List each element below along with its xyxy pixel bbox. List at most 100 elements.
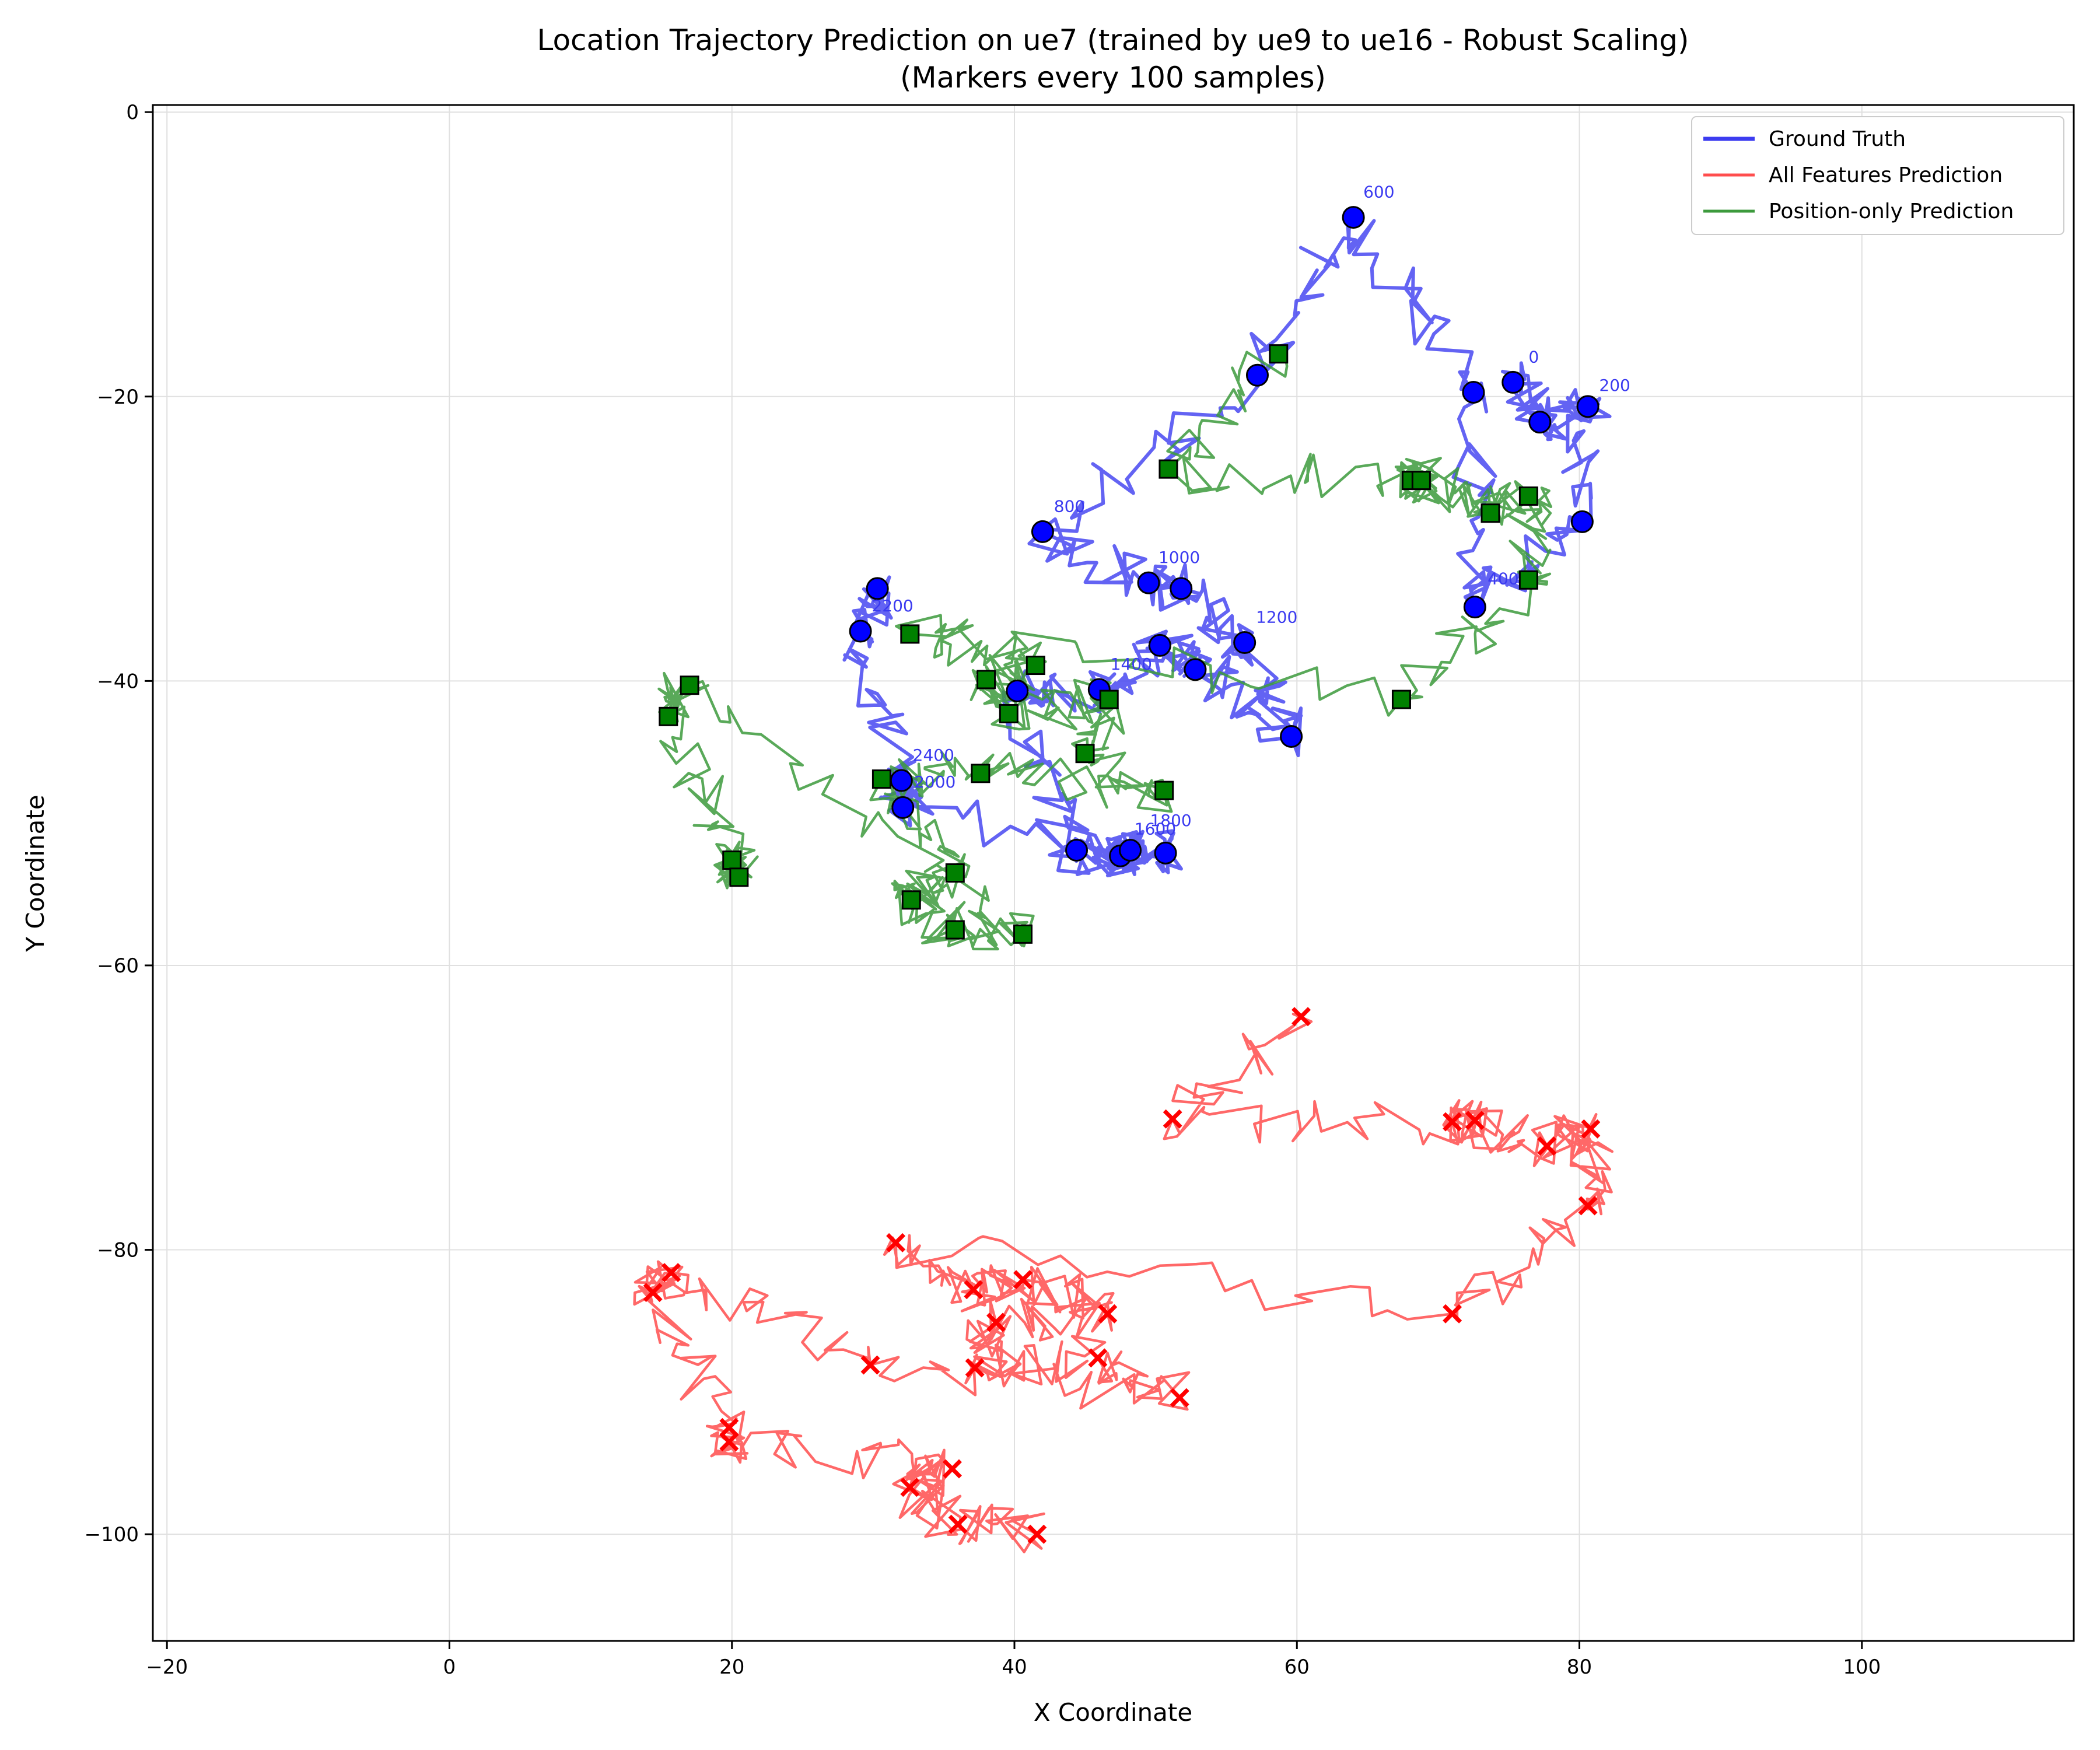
ground-truth-marker bbox=[1184, 658, 1207, 681]
y-tick-label: −100 bbox=[85, 1523, 139, 1546]
x-tick-label: 20 bbox=[719, 1656, 744, 1679]
ground-truth-marker bbox=[1154, 841, 1177, 864]
y-tick-label: −60 bbox=[97, 954, 139, 978]
legend-label-position_only: Position-only Prediction bbox=[1769, 200, 2014, 223]
all-features-marker bbox=[986, 1312, 1006, 1332]
ground-truth-marker bbox=[891, 796, 915, 819]
ground-truth-marker bbox=[1528, 411, 1552, 434]
all-features-marker bbox=[1581, 1119, 1601, 1139]
position-only-marker bbox=[900, 624, 920, 644]
ground-truth-marker bbox=[1280, 724, 1303, 748]
y-axis-label: Y Coordinate bbox=[21, 794, 50, 952]
ground-truth-index-label: 800 bbox=[1054, 496, 1085, 516]
ground-truth-marker bbox=[1119, 838, 1142, 862]
legend: Ground Truth All Features Prediction Posit… bbox=[1691, 116, 2064, 235]
marker-layer bbox=[643, 206, 1601, 1544]
all-features-marker bbox=[900, 1478, 920, 1497]
position-only-marker bbox=[977, 670, 996, 690]
legend-box bbox=[1691, 116, 2064, 235]
all-features-marker bbox=[1578, 1196, 1598, 1216]
x-tick-label: 100 bbox=[1843, 1656, 1881, 1679]
all-features-marker bbox=[662, 1263, 681, 1283]
position-only-marker bbox=[945, 920, 965, 940]
x-tick-label: 60 bbox=[1284, 1656, 1310, 1679]
all-features-marker bbox=[964, 1280, 984, 1300]
ground-truth-index-label: 1600 bbox=[1135, 820, 1176, 839]
all-features-marker bbox=[719, 1418, 739, 1437]
all-features-marker bbox=[860, 1355, 880, 1375]
all-features-marker bbox=[1163, 1109, 1182, 1129]
position-only-marker bbox=[722, 850, 742, 870]
all-features-marker bbox=[1537, 1136, 1557, 1156]
ground-truth-index-label: 1800 bbox=[1150, 811, 1191, 830]
all-features-marker bbox=[1170, 1388, 1189, 1408]
position-only-marker bbox=[1518, 570, 1538, 590]
ground-truth-marker bbox=[1137, 571, 1160, 594]
ground-truth-marker bbox=[1502, 370, 1525, 394]
position-only-marker bbox=[1518, 486, 1538, 506]
ground-truth-marker bbox=[1576, 395, 1600, 418]
all-features-marker bbox=[1465, 1111, 1485, 1130]
ground-truth-marker bbox=[866, 577, 889, 600]
ground-truth-marker bbox=[1148, 634, 1171, 657]
all-features-marker bbox=[942, 1459, 962, 1479]
position-only-marker bbox=[1026, 656, 1045, 676]
ground-truth-marker bbox=[849, 620, 872, 643]
ground-truth-index-label: 200 bbox=[1599, 376, 1630, 395]
all-features-marker bbox=[1443, 1112, 1462, 1132]
ground-truth-index-label: 2200 bbox=[872, 596, 913, 615]
position-only-marker bbox=[1269, 344, 1289, 364]
ground-truth-marker bbox=[1065, 838, 1088, 862]
ground-truth-marker bbox=[1170, 577, 1193, 600]
ground-truth-index-label: 2000 bbox=[914, 772, 956, 792]
position-only-marker bbox=[999, 704, 1019, 723]
position-only-marker bbox=[1075, 744, 1095, 764]
x-tick-label: 40 bbox=[1002, 1656, 1027, 1679]
position-only-marker bbox=[945, 863, 965, 883]
ground-truth-marker bbox=[1342, 206, 1365, 229]
all-features-marker bbox=[1292, 1007, 1311, 1027]
position-only-marker bbox=[680, 676, 699, 695]
all-features-marker bbox=[948, 1514, 968, 1534]
ground-truth-index-label: 600 bbox=[1363, 182, 1394, 201]
ground-truth-index-label: 400 bbox=[1488, 569, 1518, 589]
x-axis-label: X Coordinate bbox=[1034, 1698, 1192, 1727]
position-only-marker bbox=[971, 764, 991, 783]
ground-truth-marker bbox=[1245, 363, 1269, 387]
position-only-marker bbox=[729, 867, 749, 887]
position-only-marker bbox=[901, 890, 921, 910]
ground-truth-index-label: 1400 bbox=[1111, 654, 1152, 674]
ground-truth-marker bbox=[1233, 631, 1256, 654]
axis-ticks: −20 0 20 40 60 80 1000−20−40−60−80−100 bbox=[85, 101, 1881, 1679]
all-features-marker bbox=[719, 1432, 739, 1452]
position-only-marker bbox=[872, 769, 891, 789]
position-only-marker bbox=[1158, 459, 1178, 479]
ground-truth-marker bbox=[1570, 510, 1594, 533]
position-only-marker bbox=[1411, 471, 1431, 491]
y-tick-label: −20 bbox=[97, 386, 139, 409]
all-features-marker bbox=[965, 1358, 985, 1378]
plot-frame bbox=[152, 104, 2075, 1642]
ground-truth-marker bbox=[1463, 596, 1486, 619]
all-features-marker bbox=[1088, 1348, 1108, 1368]
all-features-marker bbox=[1098, 1304, 1118, 1324]
all-features-marker bbox=[1443, 1304, 1462, 1324]
grid-lines bbox=[153, 105, 2074, 1641]
position-only-marker bbox=[1013, 924, 1033, 944]
y-tick-label: −40 bbox=[97, 670, 139, 693]
chart-subtitle: (Markers every 100 samples) bbox=[900, 61, 1326, 94]
x-tick-label: −20 bbox=[146, 1656, 188, 1679]
ground-truth-marker bbox=[1031, 520, 1054, 543]
position-only-marker bbox=[659, 706, 678, 726]
legend-label-all_features: All Features Prediction bbox=[1769, 163, 2003, 187]
position-only-marker bbox=[1154, 780, 1174, 800]
ground-truth-index-label: 1200 bbox=[1256, 607, 1297, 626]
all-features-marker bbox=[1013, 1270, 1033, 1290]
ground-truth-marker bbox=[1462, 380, 1485, 404]
x-tick-label: 80 bbox=[1567, 1656, 1592, 1679]
all-features-marker bbox=[643, 1283, 663, 1303]
y-tick-label: 0 bbox=[126, 101, 139, 124]
